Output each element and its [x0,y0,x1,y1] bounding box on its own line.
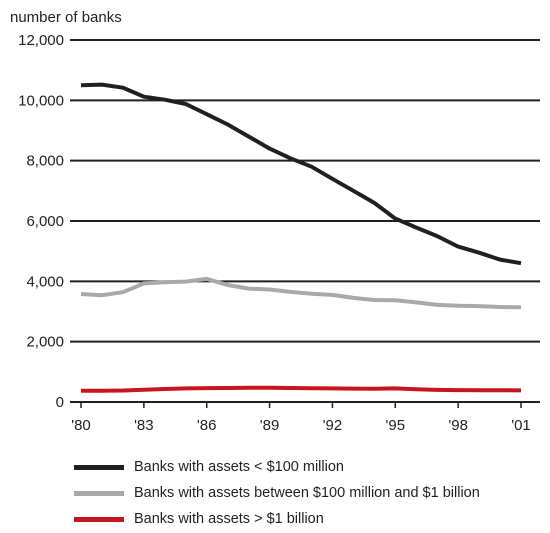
y-tick-label: 8,000 [26,153,64,170]
series-line [80,385,522,393]
x-tick-label: '80 [71,417,91,434]
legend-swatch [74,464,124,470]
y-tick-label: 10,000 [18,92,64,109]
legend-label: Banks with assets between $100 million a… [134,485,480,501]
y-tick-label: 2,000 [26,334,64,351]
y-tick-label: 4,000 [26,273,64,290]
line-chart: 0 2,000 4,000 6,000 8,000 10,000 12,000 '80 '83… [10,9,540,434]
y-axis-tick-labels: 0 2,000 4,000 6,000 8,000 10,000 12,000 [18,32,64,411]
series-line [80,276,522,310]
x-tick-label: '83 [134,417,154,434]
x-tick-label: '98 [448,417,468,434]
legend-item: Banks with assets between $100 million a… [74,480,480,506]
y-tick-label: 12,000 [18,32,64,49]
y-axis-label: number of banks [10,9,122,26]
x-tick-label: '95 [386,417,406,434]
y-tick-label: 0 [56,394,64,411]
legend-swatch [74,516,124,522]
y-tick-label: 6,000 [26,213,64,230]
x-tick-label: '86 [197,417,217,434]
legend-item: Banks with assets < $100 million [74,454,480,480]
series-line [80,82,522,266]
x-tick-label: '89 [260,417,280,434]
legend-label: Banks with assets > $1 billion [134,511,324,527]
legend-swatch [74,490,124,496]
legend-label: Banks with assets < $100 million [134,459,344,475]
legend-item: Banks with assets > $1 billion [74,506,480,532]
series-lines [80,82,522,393]
x-axis-tick-labels: '80 '83 '86 '89 '92 '95 '98 '01 [71,402,531,434]
x-tick-label: '01 [511,417,531,434]
legend: Banks with assets < $100 million Banks wi… [74,454,480,532]
x-tick-label: '92 [323,417,343,434]
